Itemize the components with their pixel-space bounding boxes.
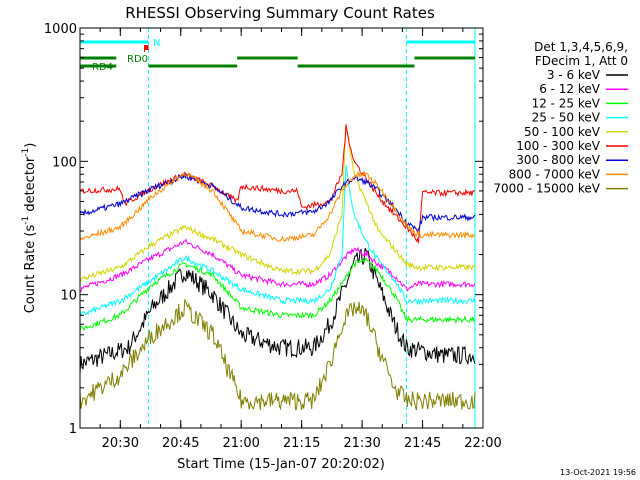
y-axis-label-main: Count Rate (s (23, 225, 38, 314)
y-axis-label-sup2: -1 (21, 148, 31, 157)
y-tick-label: 1000 (44, 22, 77, 37)
chart-title: RHESSI Observing Summary Count Rates (125, 4, 435, 22)
legend-label: 50 - 100 keV (524, 125, 601, 139)
legend-label: 100 - 300 keV (516, 139, 600, 153)
y-tick-label: 100 (52, 155, 77, 170)
flag-label-rd4: RD4 (92, 62, 113, 73)
series-line-9 (79, 299, 476, 411)
series-line-7 (79, 172, 476, 235)
flag-label-f: F (143, 44, 149, 55)
legend-header-line-1: Det 1,3,4,5,6,9, (534, 40, 628, 54)
series-line-1 (79, 248, 476, 374)
legend-label: 12 - 25 keV (532, 96, 601, 110)
flag-label-rd0: RD0 (127, 54, 148, 65)
x-tick-label: 22:00 (464, 436, 501, 451)
x-tick-label: 21:00 (222, 436, 259, 451)
series-line-6 (79, 124, 476, 244)
legend-label: 6 - 12 keV (539, 82, 601, 96)
y-axis-label-sup1: -1 (21, 216, 31, 225)
x-tick-label: 21:15 (283, 436, 320, 451)
series-line-2 (79, 238, 476, 293)
plot-frame (79, 27, 484, 429)
series-line-5 (79, 123, 476, 283)
y-axis-label-mid: detector (23, 156, 38, 216)
legend-label: 7000 - 15000 keV (493, 182, 600, 196)
axes: 20:30 20:45 21:00 21:15 21:30 21:45 22:00 1 10 10… (44, 22, 502, 451)
generation-timestamp: 13-Oct-2021 19:56 (560, 468, 636, 477)
x-tick-label: 21:45 (404, 436, 441, 451)
series-line-4 (79, 164, 476, 316)
series-layer (79, 123, 476, 411)
y-tick-label: 1 (69, 422, 77, 437)
x-tick-label: 21:30 (343, 436, 380, 451)
legend-label: 300 - 800 keV (516, 153, 600, 167)
x-tick-label: 20:30 (102, 436, 139, 451)
y-tick-label: 10 (60, 289, 77, 304)
y-axis-label-end: ) (23, 143, 38, 148)
legend-label: 3 - 6 keV (547, 68, 601, 82)
y-axis-label: Count Rate (s-1 detector-1) (21, 143, 38, 314)
x-tick-label: 20:45 (162, 436, 199, 451)
legend: Det 1,3,4,5,6,9, FDecim 1, Att 0 3 - 6 k… (493, 40, 628, 196)
x-axis-label: Start Time (15-Jan-07 20:20:02) (177, 457, 385, 472)
legend-label: 800 - 7000 keV (509, 167, 601, 181)
legend-label: 25 - 50 keV (532, 111, 601, 125)
series-line-8 (79, 170, 476, 242)
flag-label-n: N (153, 38, 160, 49)
legend-header-line-2: FDecim 1, Att 0 (535, 54, 628, 68)
series-line-3 (79, 256, 476, 332)
